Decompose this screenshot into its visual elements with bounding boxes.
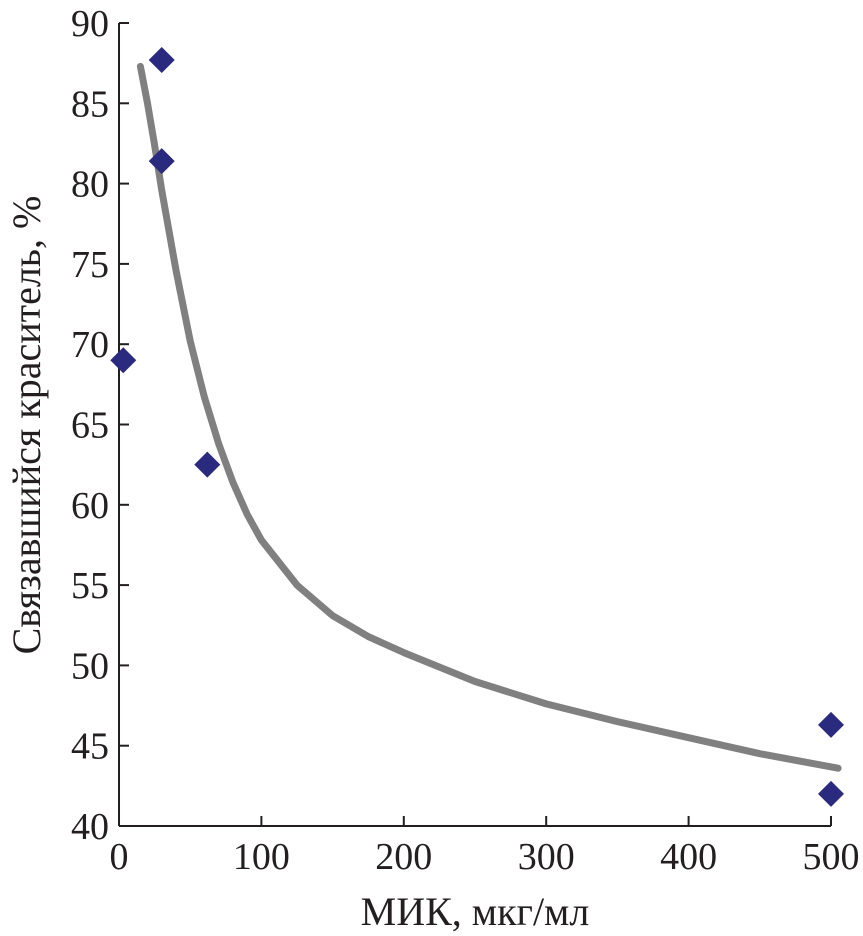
data-point — [194, 451, 221, 478]
y-tick-label: 85 — [71, 83, 109, 125]
y-tick-label: 60 — [71, 485, 109, 527]
trendline-path — [136, 62, 842, 772]
data-point — [818, 711, 844, 738]
x-axis-title: МИК, мкг/мл — [361, 889, 590, 934]
x-tick-label: 500 — [803, 836, 860, 878]
data-point — [110, 347, 137, 374]
x-tick-label: 400 — [660, 836, 717, 878]
y-tick-label: 40 — [71, 806, 109, 848]
axes — [118, 22, 832, 827]
y-tick-label: 50 — [71, 645, 109, 687]
x-tick-label: 200 — [375, 836, 432, 878]
y-tick-label: 80 — [71, 164, 109, 206]
x-tick-labels: 0 100 200 300 400 500 — [110, 836, 860, 878]
y-tick-label: 45 — [71, 726, 109, 768]
y-tick-label: 75 — [71, 244, 109, 286]
x-tick-label: 0 — [110, 836, 129, 878]
data-point — [148, 148, 175, 175]
y-tick-label: 55 — [71, 565, 109, 607]
data-point — [818, 780, 844, 807]
y-tick-labels: 40 45 50 55 60 65 70 75 80 85 90 — [71, 3, 109, 848]
y-tick-label: 90 — [71, 3, 109, 45]
data-points — [110, 46, 844, 807]
y-tick-label: 70 — [71, 324, 109, 366]
y-tick-label: 65 — [71, 405, 109, 447]
x-tick-label: 300 — [518, 836, 575, 878]
data-point — [148, 46, 175, 73]
trendline — [136, 62, 842, 772]
x-tick-label: 100 — [233, 836, 290, 878]
y-axis-title: Связавшийся краситель, % — [4, 196, 49, 655]
